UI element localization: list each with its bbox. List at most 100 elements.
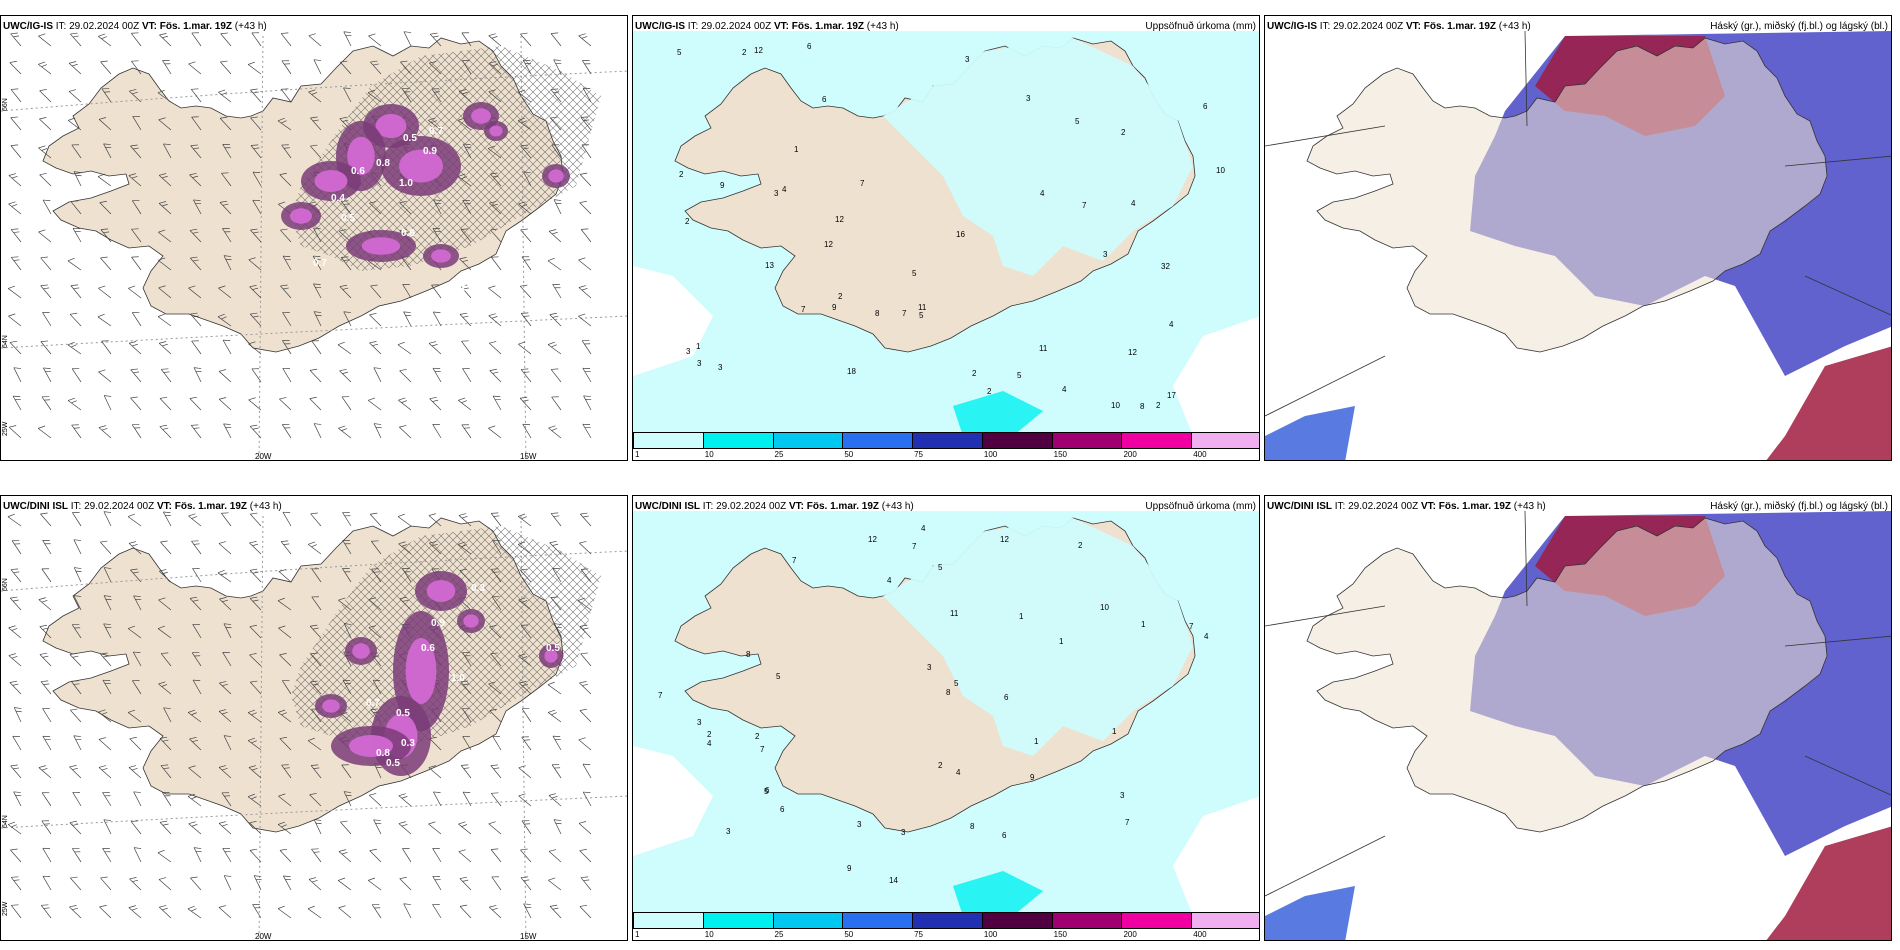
wind-barb [282,255,292,271]
wind-barb [162,60,172,75]
wind-barb [250,228,262,243]
wind-barb [488,341,502,355]
cloud-panel-top: UWC/IG-IS IT: 29.02.2024 00Z VT: Fös. 1.… [1264,15,1892,461]
wind-barb [188,285,202,299]
wind-barb [462,60,472,75]
wind-barb [429,61,442,75]
wind-barb [251,368,262,383]
accum-value-label: 11 [1039,344,1048,353]
wind-barb [187,905,202,919]
wind-barb [101,340,112,355]
wind-barb [192,568,202,583]
wind-barb [312,255,322,271]
wind-barb [369,341,382,355]
wind-barb [249,596,262,611]
lat-label-66n: 66N [2,98,9,111]
wind-barb [159,820,172,835]
wind-barb [219,116,232,131]
wind-barb [370,60,382,75]
wind-barb [42,312,52,327]
accum-value-label: 12 [835,215,844,224]
precip-value-label: 0.9 [423,146,437,157]
wind-barb [192,679,202,695]
wind-barb [579,904,592,919]
wind-barb [548,877,562,891]
wind-barb [130,568,142,583]
wind-barb [9,60,22,75]
graticule-line [1,315,627,349]
wind-barb [98,285,112,299]
graticule-line [1,70,627,112]
wind-barb [280,540,292,555]
wind-barb [403,903,412,919]
precip-panel-top: UWC/IG-IS IT: 29.02.2024 00Z VT: Fös. 1.… [632,15,1260,461]
accum-value-label: 14 [889,876,898,885]
accum-value-label: 12 [1128,348,1137,357]
wind-barb [459,904,472,919]
wind-barb [71,848,82,863]
accum-value-label: 16 [956,230,965,239]
wind-barb [489,625,502,639]
mid-cloud-area [1265,406,1355,460]
wind-barb [72,791,82,807]
wind-barb [280,228,292,243]
wind-barb [188,821,202,835]
wind-barb [160,652,172,667]
wind-barb [307,737,322,751]
colorbar-tick-label: 50 [844,450,854,459]
wind-barb [492,735,502,751]
colorbar-segment [1121,432,1193,449]
wind-barb [490,652,502,667]
wind-barb [579,200,592,215]
accum-value-label: 1 [1141,620,1146,629]
wind-barb [163,143,172,159]
precip-field-south [953,391,1043,436]
accum-value-label: 5 [919,311,924,320]
wind-barb [373,819,382,835]
wind-barb [222,339,232,355]
wind-barb [218,397,232,411]
accum-value-label: 9 [847,864,852,873]
cloud-panel-subtitle: Háský (gr.), miðský (fj.bl.) og lágský (… [1710,501,1888,512]
wind-barb [249,568,262,583]
wind-barb [397,341,412,355]
wind-barb [40,256,52,271]
wind-barb [219,200,232,215]
wind-barb [521,736,532,751]
wind-barb [7,285,22,299]
wind-barb [67,341,82,355]
wind-barb [190,144,202,159]
wind-barb [281,680,292,695]
wind-barb [280,32,292,47]
wind-barb [553,623,562,639]
accum-value-label: 2 [685,217,690,226]
wind-barb [579,172,592,187]
wind-barb [133,595,142,611]
accum-value-label: 4 [1169,320,1174,329]
wind-barb [190,312,202,327]
wind-barb [550,32,562,47]
wind-barb [313,311,322,327]
wind-barb [459,876,472,891]
colorbar-tick-label: 100 [983,450,998,459]
wind-barb [460,284,472,299]
accum-value-label: 8 [875,309,880,318]
wind-barb [431,88,442,103]
colorbar-tick-label: 25 [774,930,784,939]
accum-value-label: 1 [1019,612,1024,621]
accum-value-label: 2 [1078,541,1083,550]
wind-barb [250,116,262,131]
wind-barb [342,512,352,527]
precip-blob-core [431,249,451,263]
wind-barb [131,32,142,47]
wind-barb [157,625,172,639]
wind-barb [70,876,82,891]
colorbar-tick-label: 50 [844,930,854,939]
wind-barb [128,905,142,919]
wind-barb [160,540,172,555]
panel-title: UWC/IG-IS IT: 29.02.2024 00Z VT: Fös. 1.… [635,21,899,32]
wind-barb [158,905,172,919]
wind-barb [582,87,592,103]
accum-value-label: 7 [760,745,765,754]
wind-barb [131,424,142,439]
